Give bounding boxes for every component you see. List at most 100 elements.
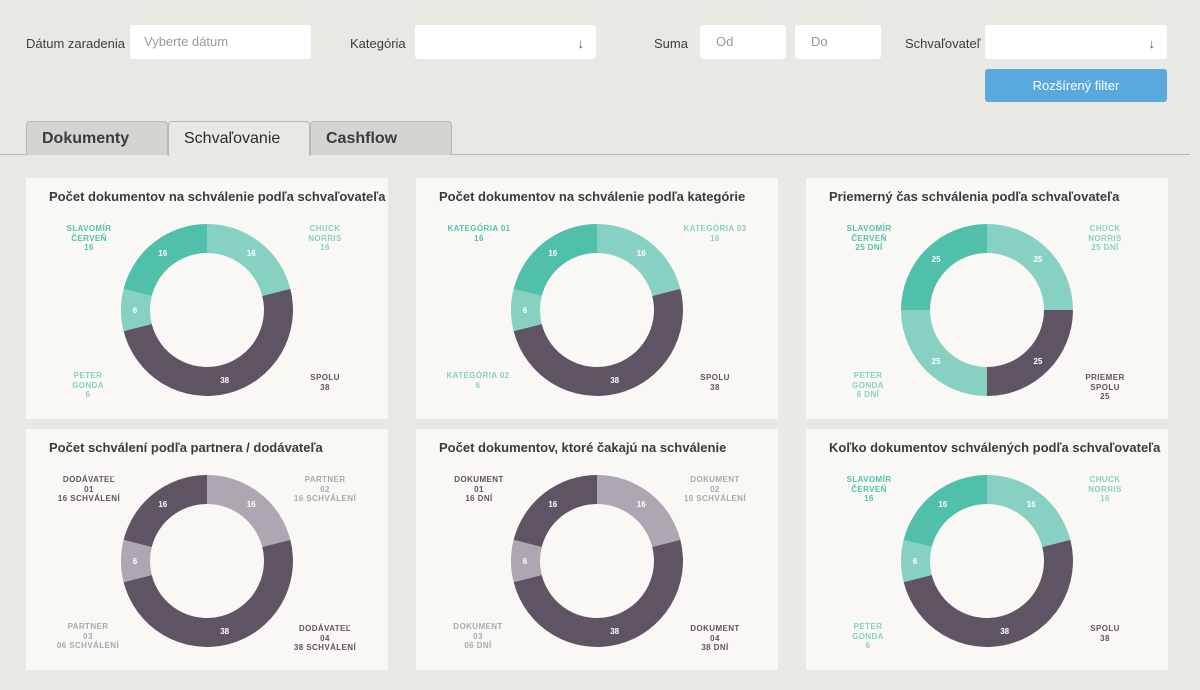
slice-legend-label: CHUCK NORRIS 25 DNÍ bbox=[1088, 224, 1122, 253]
donut-slice[interactable] bbox=[207, 224, 291, 297]
slice-legend-line: SPOLU bbox=[1090, 624, 1120, 633]
slice-legend-line: GONDA bbox=[72, 380, 104, 390]
chart-title: Počet schválení podľa partnera / dodávat… bbox=[49, 440, 323, 455]
slice-value-label: 25 bbox=[1033, 255, 1042, 264]
donut-slice[interactable] bbox=[597, 224, 681, 297]
donut-chart: 16 38 6 16 bbox=[121, 475, 293, 647]
slice-value-label: 16 bbox=[548, 249, 557, 258]
donut-slice[interactable] bbox=[513, 475, 597, 548]
donut-slice[interactable] bbox=[513, 224, 597, 297]
slice-legend-label: PETER GONDA 6 bbox=[852, 622, 884, 651]
sum-from-input[interactable]: Od bbox=[700, 25, 786, 59]
slice-legend-label: SLAVOMÍR ČERVEŇ 16 bbox=[847, 475, 892, 504]
slice-legend-line: 38 bbox=[710, 382, 720, 392]
slice-legend-line: 16 DNÍ bbox=[465, 494, 493, 503]
chart-card: Koľko dokumentov schválených podľa schva… bbox=[806, 429, 1168, 670]
slice-legend-label: PETER GONDA 6 DNÍ bbox=[852, 371, 884, 400]
donut-chart: 16 38 6 16 bbox=[901, 475, 1073, 647]
donut-slice[interactable] bbox=[903, 475, 987, 548]
tab-approval[interactable]: Schvaľovanie bbox=[168, 121, 310, 156]
slice-value-label: 16 bbox=[247, 500, 256, 509]
slice-legend-line: CHUCK bbox=[1089, 224, 1121, 233]
donut-slice[interactable] bbox=[511, 288, 542, 332]
slice-legend-line: GONDA bbox=[852, 631, 884, 641]
advanced-filter-button[interactable]: Rozšírený filter bbox=[985, 69, 1167, 102]
slice-legend-label: KATEGÓRIA 02 6 bbox=[446, 371, 509, 390]
donut-slice[interactable] bbox=[207, 475, 291, 548]
slice-legend-line: DOKUMENT bbox=[690, 624, 740, 633]
donut-slice[interactable] bbox=[987, 224, 1073, 310]
slice-legend-line: PARTNER bbox=[304, 475, 346, 484]
slice-legend-line: 06 SCHVÁLENÍ bbox=[56, 641, 120, 650]
donut-slice[interactable] bbox=[987, 310, 1073, 396]
slice-value-label: 6 bbox=[523, 306, 528, 315]
donut-slice[interactable] bbox=[123, 224, 207, 297]
chart-title: Koľko dokumentov schválených podľa schva… bbox=[829, 440, 1161, 455]
donut-slice[interactable] bbox=[987, 475, 1071, 548]
date-input[interactable]: Vyberte dátum bbox=[130, 25, 311, 59]
date-filter-label: Dátum zaradenia bbox=[26, 36, 125, 51]
approver-select[interactable]: ↓ bbox=[985, 25, 1167, 59]
donut-slice[interactable] bbox=[123, 288, 293, 396]
donut-slice[interactable] bbox=[123, 539, 293, 647]
tab-documents[interactable]: Dokumenty bbox=[26, 121, 168, 155]
slice-value-label: 38 bbox=[1000, 627, 1009, 636]
slice-legend-label: DOKUMENT 03 06 DNÍ bbox=[453, 622, 502, 651]
slice-legend-line: 04 bbox=[320, 633, 330, 643]
slice-value-label: 6 bbox=[133, 306, 138, 315]
donut-slice[interactable] bbox=[513, 288, 683, 396]
slice-legend-line: 16 bbox=[474, 233, 484, 243]
slice-legend-label: DODÁVATEĽ 01 16 SCHVÁLENÍ bbox=[58, 475, 120, 504]
slice-legend-line: 16 SCHVÁLENÍ bbox=[683, 494, 747, 503]
slice-legend-label: SPOLU 38 bbox=[310, 373, 340, 392]
slice-legend-line: 16 bbox=[710, 233, 720, 243]
donut-slice[interactable] bbox=[901, 539, 932, 583]
donut-chart: 16 38 6 16 bbox=[511, 224, 683, 396]
donut-slice[interactable] bbox=[511, 539, 542, 583]
arrow-down-icon: ↓ bbox=[1148, 36, 1156, 51]
slice-legend-line: 02 bbox=[710, 484, 720, 494]
slice-legend-line: ČERVEŇ bbox=[851, 233, 887, 243]
slice-legend-line: PARTNER bbox=[67, 622, 109, 631]
slice-legend-line: 38 bbox=[320, 382, 330, 392]
slice-legend-label: DOKUMENT 04 38 DNÍ bbox=[690, 624, 739, 653]
slice-legend-line: PETER bbox=[853, 371, 883, 380]
slice-legend-label: KATEGÓRIA 03 16 bbox=[683, 224, 746, 243]
donut-slice[interactable] bbox=[121, 288, 152, 332]
slice-legend-line: 06 DNÍ bbox=[464, 641, 492, 650]
donut-slice[interactable] bbox=[901, 224, 987, 310]
slice-legend-line: 16 bbox=[864, 494, 874, 503]
chart-card: Počet dokumentov, ktoré čakajú na schvál… bbox=[416, 429, 778, 670]
slice-legend-line: 38 DNÍ bbox=[701, 643, 729, 652]
slice-legend-line: DOKUMENT bbox=[690, 475, 740, 484]
donut-slice[interactable] bbox=[597, 475, 681, 548]
slice-value-label: 38 bbox=[610, 627, 619, 636]
donut-chart: 25 25 25 25 bbox=[901, 224, 1073, 396]
tab-cashflow[interactable]: Cashflow bbox=[310, 121, 452, 155]
slice-legend-line: 6 bbox=[475, 380, 481, 390]
slice-legend-line: 38 SCHVÁLENÍ bbox=[293, 643, 357, 652]
slice-legend-line: 16 bbox=[84, 243, 94, 252]
slice-legend-line: ČERVEŇ bbox=[851, 484, 887, 494]
slice-legend-line: 16 bbox=[1100, 494, 1110, 503]
donut-slice[interactable] bbox=[123, 475, 207, 548]
slice-legend-line: 16 SCHVÁLENÍ bbox=[57, 494, 121, 503]
donut-slice[interactable] bbox=[513, 539, 683, 647]
slice-legend-line: KATEGÓRIA 03 bbox=[683, 224, 747, 233]
chart-title: Počet dokumentov, ktoré čakajú na schvál… bbox=[439, 440, 727, 455]
slice-legend-line: SLAVOMÍR bbox=[66, 224, 112, 233]
category-select[interactable]: ↓ bbox=[415, 25, 596, 59]
slice-legend-line: 16 SCHVÁLENÍ bbox=[293, 494, 357, 503]
slice-legend-line: NORRIS bbox=[1088, 484, 1122, 494]
donut-slice[interactable] bbox=[901, 310, 987, 396]
slice-legend-label: SLAVOMÍR ČERVEŇ 16 bbox=[67, 224, 112, 253]
slice-value-label: 16 bbox=[158, 249, 167, 258]
donut-slice[interactable] bbox=[121, 539, 152, 583]
slice-legend-line: GONDA bbox=[852, 380, 884, 390]
donut-slice[interactable] bbox=[903, 539, 1073, 647]
slice-value-label: 6 bbox=[913, 557, 918, 566]
sum-to-input[interactable]: Do bbox=[795, 25, 881, 59]
slice-legend-line: 01 bbox=[84, 484, 94, 494]
slice-value-label: 38 bbox=[220, 376, 229, 385]
slice-legend-label: PRIEMER SPOLU 25 bbox=[1085, 373, 1124, 402]
